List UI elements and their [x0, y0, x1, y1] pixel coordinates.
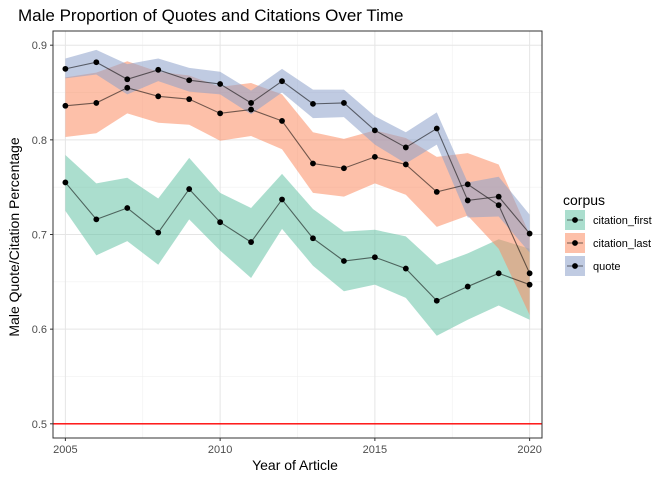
point-citation_first — [93, 216, 100, 223]
chart-title: Male Proportion of Quotes and Citations … — [18, 6, 404, 25]
point-citation_first — [248, 239, 254, 245]
point-citation_last — [402, 161, 409, 168]
y-axis-label: Male Quote/Citation Percentage — [6, 137, 22, 336]
point-citation_last — [464, 181, 471, 188]
point-quote — [464, 197, 471, 204]
x-tick-label: 2015 — [363, 444, 387, 456]
y-tick-label: 0.5 — [32, 419, 47, 431]
y-tick-label: 0.8 — [32, 135, 47, 147]
y-tick-label: 0.9 — [32, 40, 47, 52]
point-citation_first — [526, 281, 533, 288]
point-citation_first — [155, 229, 162, 236]
ribbon-citation_last — [65, 61, 530, 315]
point-citation_first — [495, 270, 502, 277]
line-quote — [65, 61, 531, 234]
point-citation_last — [248, 106, 254, 113]
point-citation_first — [62, 179, 69, 186]
line-citation_first — [64, 182, 530, 302]
point-citation_first — [371, 254, 378, 261]
point-citation_last — [433, 189, 440, 195]
point-citation_last — [371, 153, 378, 160]
point-quote — [186, 77, 193, 84]
legend-title: corpus — [563, 192, 605, 208]
point-citation_first — [217, 219, 224, 226]
x-tick-label: 2010 — [208, 444, 232, 456]
point-quote — [155, 66, 162, 73]
point-citation_first — [402, 265, 409, 272]
line-citation_last — [65, 87, 531, 274]
point-quote — [62, 65, 69, 72]
point-citation_last — [279, 118, 285, 124]
point-citation_first — [310, 235, 316, 242]
point-citation_first — [279, 196, 285, 203]
point-citation_last — [341, 165, 347, 172]
point-quote — [433, 125, 440, 132]
point-citation_last — [526, 270, 533, 277]
point-citation_first — [341, 258, 347, 264]
point-quote — [93, 59, 100, 66]
point-quote — [217, 81, 224, 87]
point-quote — [341, 100, 347, 106]
point-citation_last — [62, 102, 69, 109]
point-citation_last — [124, 84, 131, 91]
point-quote — [495, 193, 502, 200]
point-quote — [371, 127, 378, 134]
point-citation_last — [217, 110, 224, 117]
point-citation_last — [186, 96, 193, 103]
point-citation_last — [310, 160, 316, 167]
x-axis-label: Year of Article — [252, 457, 338, 473]
point-citation_last — [155, 93, 162, 100]
point-quote — [526, 230, 533, 237]
legend-label-citation_last: citation_last — [593, 238, 651, 250]
point-citation_first — [433, 297, 440, 304]
point-quote — [248, 100, 254, 106]
point-quote — [124, 76, 131, 83]
plot-area: 0.5 0.6 0.7 0.8 0.9 2005 2010 2015 2020 — [32, 30, 543, 456]
point-citation_first — [124, 205, 131, 211]
x-tick-label: 2020 — [517, 444, 541, 456]
legend-label-citation_first: citation_first — [593, 215, 652, 227]
y-tick-label: 0.7 — [32, 230, 47, 242]
point-quote — [310, 100, 316, 107]
x-tick-label: 2005 — [53, 444, 77, 456]
legend-label-quote: quote — [593, 261, 621, 273]
point-quote — [279, 78, 285, 85]
y-tick-label: 0.6 — [32, 324, 47, 336]
point-quote — [402, 144, 409, 151]
point-citation_first — [186, 186, 193, 192]
point-citation_first — [464, 283, 471, 290]
point-citation_last — [495, 202, 502, 209]
point-citation_last — [93, 100, 100, 106]
